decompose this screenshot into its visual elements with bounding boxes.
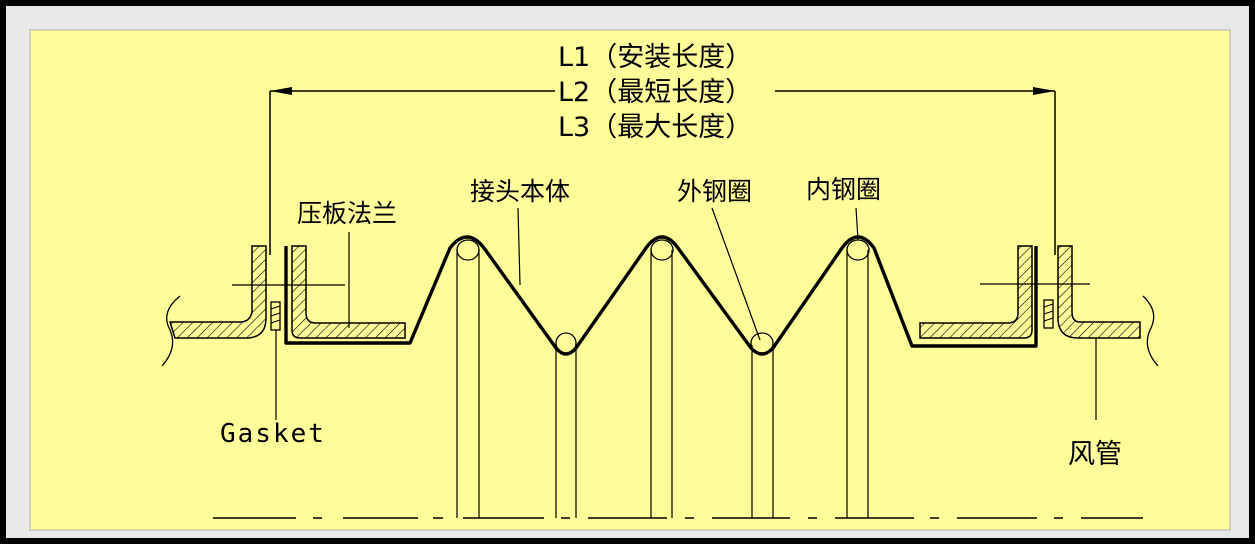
leader-lines xyxy=(348,207,1097,420)
dimension-arrow-right xyxy=(1033,87,1055,95)
label-outer-ring: 外钢圈 xyxy=(677,177,752,206)
label-l1: L1（安装长度） xyxy=(558,42,752,73)
label-body: 接头本体 xyxy=(470,177,570,206)
drawing-area-edge xyxy=(29,29,1231,531)
label-duct: 风管 xyxy=(1068,439,1122,470)
right-duct-flange xyxy=(1057,245,1141,339)
ring-circles xyxy=(456,239,870,354)
right-duct-break xyxy=(1142,295,1159,367)
label-l2: L2（最短长度） xyxy=(558,77,752,108)
ring-projection-lines xyxy=(456,250,869,518)
left-gasket-marks xyxy=(270,305,281,324)
dimension-arrow-left xyxy=(270,87,292,95)
left-duct-flange xyxy=(168,245,267,339)
right-press-flange xyxy=(919,245,1033,339)
right-gasket-marks xyxy=(1043,303,1054,322)
left-press-flange xyxy=(291,245,406,339)
label-l3: L3（最大长度） xyxy=(558,112,752,143)
label-inner-ring: 内钢圈 xyxy=(806,175,881,204)
dimension-line xyxy=(269,90,1056,255)
joint-body xyxy=(284,235,1038,356)
label-flange: 压板法兰 xyxy=(297,199,397,228)
label-gasket: Gasket xyxy=(220,419,326,449)
left-duct-break xyxy=(161,295,181,367)
